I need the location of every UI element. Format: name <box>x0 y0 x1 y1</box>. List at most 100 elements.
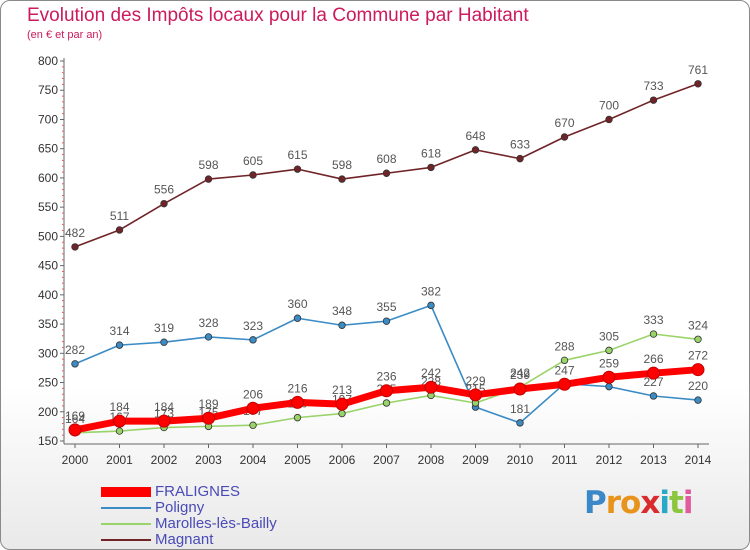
data-label-magnant: 633 <box>510 138 530 152</box>
data-point-fralignes <box>602 370 616 384</box>
data-point-fralignes <box>68 423 82 437</box>
data-point-marolles-l-s-bailly <box>293 413 302 422</box>
data-label-fralignes: 206 <box>243 387 263 401</box>
data-point-magnant <box>694 80 702 88</box>
logo-letter: P <box>584 485 607 521</box>
data-label-poligny: 220 <box>688 379 708 393</box>
data-point-magnant <box>249 171 257 179</box>
data-point-marolles-l-s-bailly <box>382 399 391 407</box>
data-point-magnant <box>649 96 658 104</box>
data-label-magnant: 598 <box>198 158 218 172</box>
data-label-fralignes: 239 <box>510 368 530 382</box>
data-label-marolles-l-s-bailly: 242 <box>510 366 530 380</box>
data-label-magnant: 482 <box>65 226 85 240</box>
x-tick-label: 2010 <box>507 453 534 467</box>
data-label-fralignes: 189 <box>198 397 218 411</box>
data-point-marolles-l-s-bailly <box>115 427 124 435</box>
data-point-fralignes <box>291 395 304 409</box>
data-point-marolles-l-s-bailly <box>694 335 702 343</box>
y-tick-label: 450 <box>38 259 58 273</box>
data-point-poligny <box>249 336 257 344</box>
data-label-magnant: 511 <box>110 209 129 223</box>
x-tick-label: 2006 <box>329 453 356 467</box>
data-label-fralignes: 272 <box>688 349 708 363</box>
data-point-magnant <box>204 175 213 183</box>
data-point-poligny <box>71 360 79 368</box>
data-point-poligny <box>338 321 346 329</box>
data-label-fralignes: 266 <box>643 352 663 366</box>
y-tick-label: 700 <box>38 112 58 126</box>
data-label-fralignes: 216 <box>287 381 307 395</box>
y-tick-label: 250 <box>38 376 58 390</box>
data-label-fralignes: 236 <box>376 370 396 384</box>
data-point-poligny <box>115 341 124 349</box>
data-point-poligny <box>382 317 391 325</box>
data-point-fralignes <box>469 388 482 402</box>
data-point-marolles-l-s-bailly <box>649 330 658 338</box>
data-label-poligny: 355 <box>376 300 396 314</box>
data-label-marolles-l-s-bailly: 164 <box>65 412 85 426</box>
data-label-fralignes: 229 <box>465 374 485 388</box>
data-label-magnant: 556 <box>154 183 174 197</box>
x-tick-label: 2000 <box>62 453 89 467</box>
data-label-magnant: 608 <box>376 152 396 166</box>
legend-swatch-marolles <box>101 523 151 525</box>
data-label-poligny: 314 <box>109 324 129 338</box>
data-point-magnant <box>560 133 569 141</box>
data-point-fralignes <box>113 414 126 428</box>
data-label-fralignes: 247 <box>554 363 574 377</box>
data-point-poligny <box>293 314 302 322</box>
data-label-poligny: 360 <box>287 297 307 311</box>
data-label-fralignes: 242 <box>421 366 441 380</box>
data-label-magnant: 615 <box>287 148 307 162</box>
logo-letter: o <box>620 485 641 521</box>
data-point-fralignes <box>691 363 705 377</box>
data-label-fralignes: 184 <box>109 400 129 414</box>
legend-swatch-magnant <box>101 539 151 541</box>
data-point-poligny <box>516 419 524 427</box>
logo-letter: i <box>682 485 694 521</box>
data-label-magnant: 700 <box>599 98 619 112</box>
y-tick-label: 800 <box>38 54 58 68</box>
y-tick-label: 300 <box>38 346 58 360</box>
logo-letter: i <box>659 485 670 521</box>
data-label-fralignes: 259 <box>599 356 619 370</box>
y-tick-label: 750 <box>38 83 58 97</box>
data-label-fralignes: 213 <box>332 383 352 397</box>
data-label-fralignes: 184 <box>154 400 174 414</box>
data-label-magnant: 648 <box>465 129 485 143</box>
legend-label-poligny: Poligny <box>155 499 205 516</box>
data-point-magnant <box>471 146 480 154</box>
data-label-fralignes: 169 <box>65 409 85 423</box>
data-point-magnant <box>427 163 435 172</box>
y-tick-label: 650 <box>38 142 58 156</box>
data-point-magnant <box>115 226 124 234</box>
data-label-poligny: 282 <box>65 343 85 357</box>
data-point-fralignes <box>202 411 215 425</box>
data-point-poligny <box>605 382 613 391</box>
legend-label-fralignes: FRALIGNES <box>155 483 241 500</box>
legend-swatch-poligny <box>101 507 151 509</box>
data-point-magnant <box>293 165 302 173</box>
logo-letter: r <box>605 485 621 521</box>
x-tick-label: 2003 <box>195 453 222 467</box>
data-label-poligny: 328 <box>198 316 218 330</box>
x-tick-label: 2004 <box>240 453 267 467</box>
y-tick-label: 400 <box>38 288 58 302</box>
data-label-marolles-l-s-bailly: 333 <box>643 313 663 327</box>
data-point-marolles-l-s-bailly <box>338 409 346 418</box>
data-label-magnant: 598 <box>332 158 352 172</box>
data-point-poligny <box>694 396 702 404</box>
x-tick-label: 2012 <box>596 453 623 467</box>
data-label-marolles-l-s-bailly: 288 <box>554 339 574 353</box>
data-label-marolles-l-s-bailly: 324 <box>688 318 708 332</box>
data-point-fralignes <box>157 414 171 428</box>
data-label-poligny: 181 <box>510 402 530 416</box>
y-tick-label: 200 <box>38 405 58 419</box>
x-tick-label: 2007 <box>373 453 400 467</box>
data-point-magnant <box>516 154 524 163</box>
data-point-magnant <box>382 169 391 177</box>
x-tick-label: 2005 <box>284 453 311 467</box>
